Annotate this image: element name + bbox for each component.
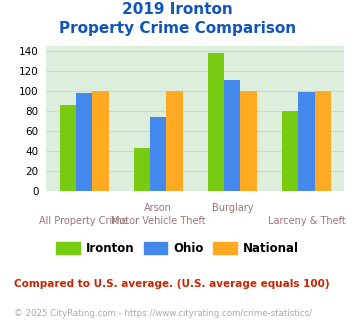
Bar: [60, 105, 76, 191]
Text: Property Crime Comparison: Property Crime Comparison: [59, 21, 296, 36]
Bar: [208, 53, 224, 191]
Text: All Property Crime: All Property Crime: [39, 216, 128, 226]
Bar: [166, 91, 183, 191]
Bar: [240, 91, 257, 191]
Text: Burglary: Burglary: [212, 203, 253, 213]
Text: 2019 Ironton: 2019 Ironton: [122, 2, 233, 16]
Text: © 2025 CityRating.com - https://www.cityrating.com/crime-statistics/: © 2025 CityRating.com - https://www.city…: [14, 309, 312, 317]
Bar: [92, 91, 109, 191]
Bar: [298, 92, 315, 191]
Bar: [76, 93, 92, 191]
Bar: [134, 148, 150, 191]
Text: Compared to U.S. average. (U.S. average equals 100): Compared to U.S. average. (U.S. average …: [14, 279, 330, 289]
Legend: Ironton, Ohio, National: Ironton, Ohio, National: [51, 237, 304, 259]
Text: Motor Vehicle Theft: Motor Vehicle Theft: [111, 216, 205, 226]
Bar: [282, 111, 298, 191]
Text: Arson: Arson: [144, 203, 172, 213]
Bar: [315, 91, 331, 191]
Bar: [150, 117, 166, 191]
Text: Larceny & Theft: Larceny & Theft: [268, 216, 346, 226]
Bar: [224, 80, 240, 191]
